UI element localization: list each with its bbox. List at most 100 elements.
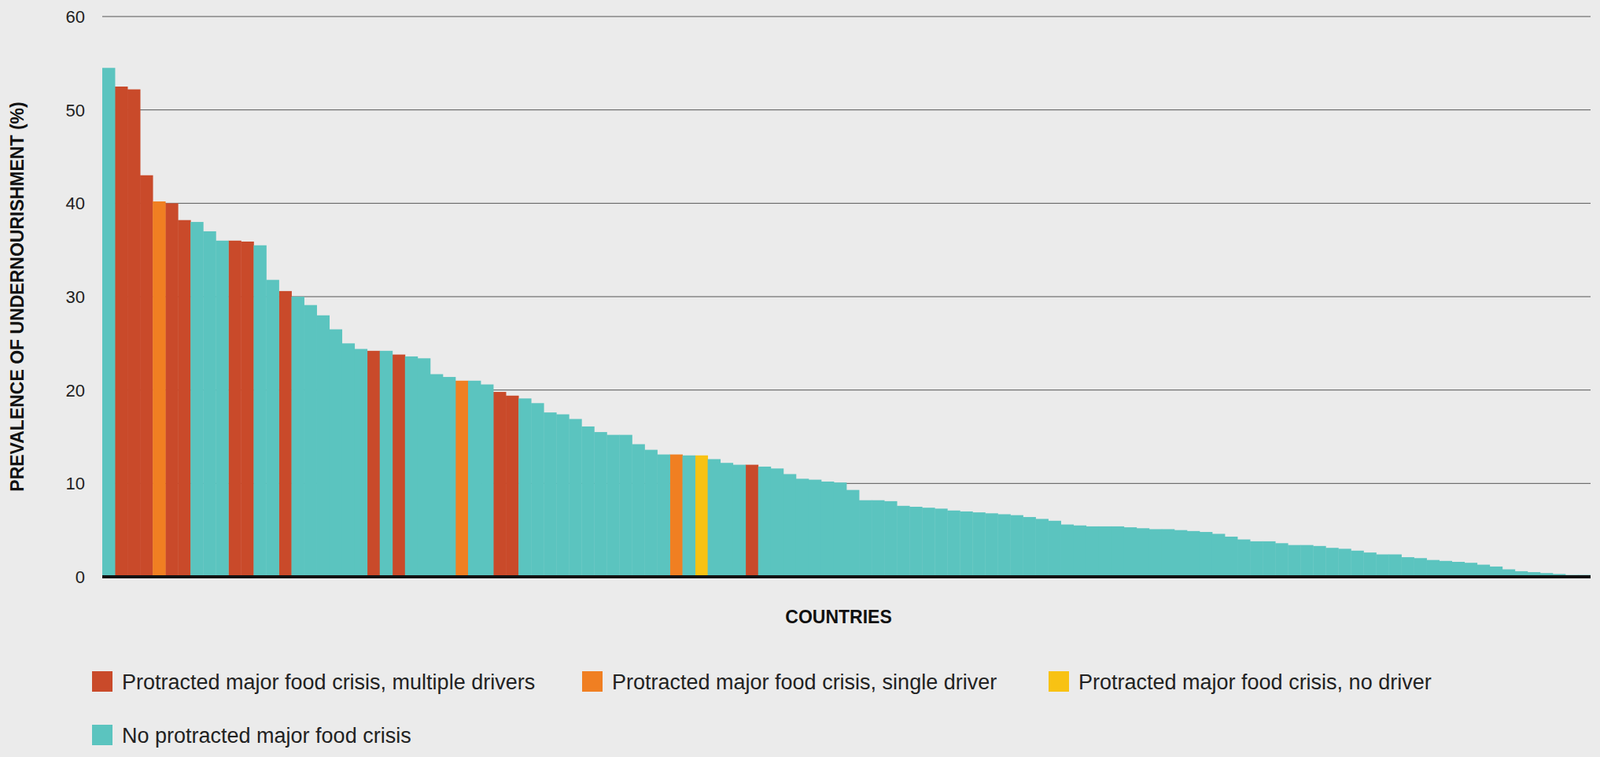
bar (934, 508, 948, 577)
bar (165, 202, 178, 577)
bar (430, 373, 443, 577)
bar (1464, 562, 1478, 577)
x-axis-label: COUNTRIES (785, 606, 892, 627)
bar (1111, 526, 1125, 577)
bar (114, 86, 128, 577)
bar (1149, 528, 1162, 577)
grid-line (102, 202, 1591, 204)
bar (1212, 533, 1225, 577)
legend-label: Protracted major food crisis, multiple d… (121, 670, 535, 694)
y-tick-label: 40 (66, 193, 85, 214)
bar (354, 348, 368, 577)
bar (1426, 560, 1440, 577)
legend-label: No protracted major food crisis (121, 723, 412, 748)
bar (240, 241, 254, 577)
bar (1325, 547, 1339, 577)
legend-swatch (92, 724, 113, 745)
grid-line (102, 296, 1591, 298)
y-axis-label: PREVALENCE OF UNDERNOURISHMENT (%) (7, 101, 28, 491)
bar (858, 500, 872, 577)
bar (379, 350, 393, 577)
bar (884, 501, 897, 577)
bar (1262, 541, 1276, 577)
bar (140, 175, 153, 577)
bar (291, 296, 305, 577)
bar (947, 510, 960, 577)
bar (102, 67, 115, 577)
bar (1237, 539, 1250, 577)
baseline (102, 575, 1591, 579)
bar (644, 449, 657, 577)
bar (405, 356, 418, 577)
bar (202, 231, 216, 577)
bar (745, 464, 759, 577)
bar (682, 455, 696, 577)
grid-line (102, 109, 1591, 111)
bar (556, 414, 569, 577)
bar (1287, 545, 1301, 577)
bar (959, 511, 973, 577)
bar (1275, 542, 1288, 577)
bar (1388, 554, 1401, 577)
bar (530, 402, 544, 577)
bar (177, 220, 191, 577)
background (0, 0, 1600, 757)
bar (342, 342, 355, 577)
bar (1048, 520, 1062, 577)
chart: 0102030405060COUNTRIESPREVALENCE OF UNDE… (0, 0, 1600, 757)
bar (1300, 545, 1313, 577)
bar (367, 350, 380, 577)
bar (442, 376, 456, 577)
bar (317, 315, 330, 577)
bar (1010, 515, 1023, 577)
bar (505, 395, 519, 577)
bar (871, 500, 885, 577)
legend-swatch (1048, 670, 1070, 692)
legend-swatch (92, 670, 113, 692)
legend-swatch (582, 670, 603, 692)
bar (921, 507, 935, 577)
bar (846, 490, 859, 577)
bar (783, 473, 797, 577)
bar (1312, 545, 1326, 577)
y-tick-label: 30 (66, 287, 85, 307)
bar (392, 354, 406, 577)
bar (821, 481, 834, 577)
y-tick-label: 0 (75, 567, 85, 587)
bar (656, 454, 670, 577)
bar (707, 458, 721, 577)
bar (493, 391, 506, 577)
bar (670, 454, 683, 577)
bar (190, 221, 203, 577)
bar (1098, 526, 1112, 577)
bar (720, 462, 734, 577)
legend-label: Protracted major food crisis, no driver (1078, 670, 1432, 694)
bar (152, 201, 166, 577)
bar (1136, 527, 1150, 577)
bar (265, 280, 279, 577)
bar (796, 478, 809, 577)
bar (1187, 530, 1200, 577)
bar (228, 240, 241, 577)
bar (304, 305, 318, 577)
bar (1061, 524, 1074, 577)
bar (329, 329, 343, 577)
bar (1400, 556, 1414, 577)
bar (619, 435, 632, 577)
bar (631, 443, 645, 577)
bar (518, 398, 531, 577)
bar (1350, 550, 1364, 577)
bar (1161, 528, 1175, 577)
y-tick-label: 60 (66, 7, 85, 27)
bar (1249, 541, 1263, 577)
bar (593, 431, 607, 577)
bar (695, 455, 708, 577)
bar (1375, 554, 1389, 577)
bar (770, 468, 784, 577)
grid-line (102, 16, 1591, 18)
bar (1477, 564, 1490, 577)
bar (581, 426, 594, 577)
bar (997, 513, 1011, 577)
bar (568, 418, 582, 577)
bar (1452, 561, 1465, 577)
